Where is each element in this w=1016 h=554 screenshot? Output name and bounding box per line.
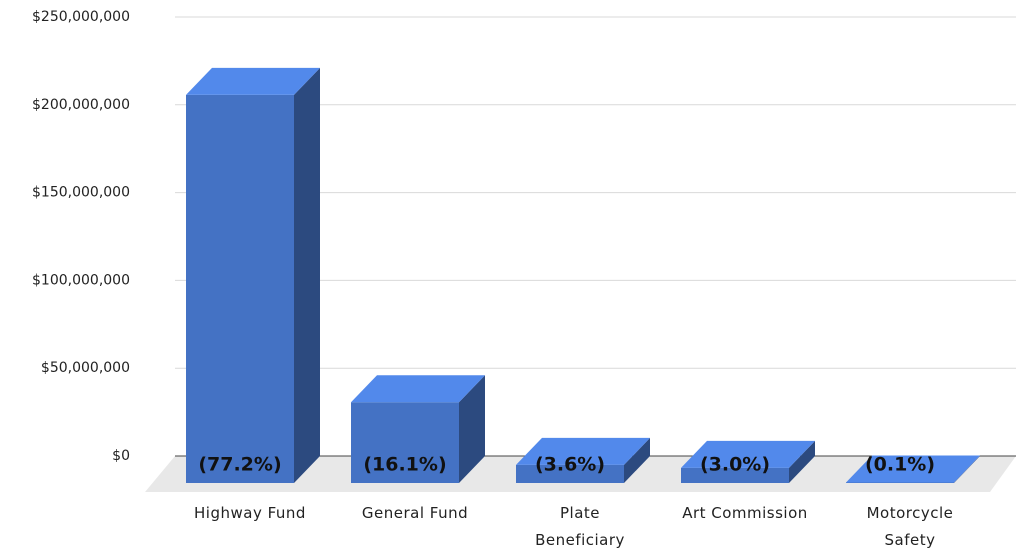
y-tick-label: $0 bbox=[112, 448, 130, 464]
bar-front bbox=[846, 482, 954, 483]
bar-front bbox=[516, 464, 624, 483]
bar-side bbox=[954, 455, 980, 483]
y-tick-label: $50,000,000 bbox=[41, 360, 130, 376]
share-label: (16.1%) bbox=[363, 454, 446, 476]
y-tick-label: $100,000,000 bbox=[32, 272, 130, 288]
bar-side bbox=[789, 440, 815, 483]
bar-front bbox=[681, 467, 789, 483]
x-tick-label: General Fund bbox=[362, 504, 468, 522]
y-tick-label: $150,000,000 bbox=[32, 185, 130, 201]
share-label: (77.2%) bbox=[198, 454, 281, 476]
bar-top bbox=[846, 455, 980, 483]
y-tick-label: $250,000,000 bbox=[32, 9, 130, 25]
x-tick-label: Plate Beneficiary bbox=[535, 504, 625, 549]
bar-side bbox=[294, 67, 320, 483]
x-tick-label: Art Commission bbox=[682, 504, 808, 522]
share-label: (0.1%) bbox=[865, 454, 935, 476]
bar-top bbox=[186, 67, 320, 95]
bar-side bbox=[624, 437, 650, 483]
bar-top bbox=[516, 437, 650, 465]
bar-top bbox=[681, 440, 815, 468]
bar-side bbox=[459, 375, 485, 483]
y-tick-label: $200,000,000 bbox=[32, 97, 130, 113]
x-tick-label: Highway Fund bbox=[194, 504, 306, 522]
bar-front bbox=[351, 402, 459, 483]
share-label: (3.0%) bbox=[700, 454, 770, 476]
share-label: (3.6%) bbox=[535, 454, 605, 476]
bar-top bbox=[351, 375, 485, 403]
bar-front bbox=[186, 94, 294, 483]
x-tick-label: Motorcycle Safety bbox=[867, 504, 954, 549]
